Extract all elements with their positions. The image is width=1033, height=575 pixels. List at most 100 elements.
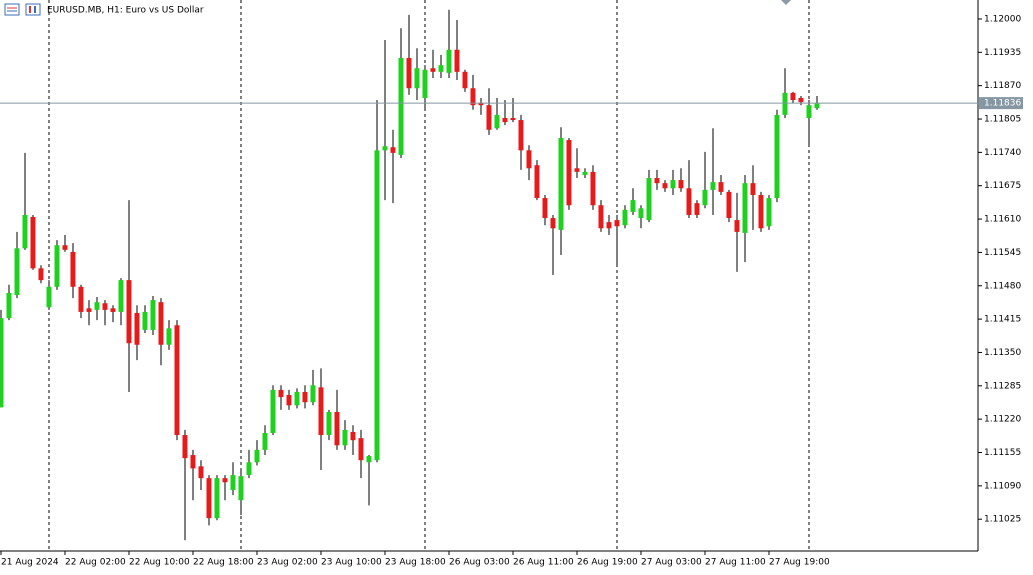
candle-body [622, 209, 628, 226]
candle-body [686, 188, 692, 215]
candle-body [470, 88, 476, 106]
candle-body [550, 218, 556, 229]
x-tick-label: 23 Aug 18:00 [385, 558, 446, 568]
candle-body [142, 311, 148, 330]
candle-body [422, 69, 428, 98]
x-tick-label: 21 Aug 2024 [1, 558, 59, 568]
candle-body [286, 395, 292, 406]
candle-body [710, 182, 716, 190]
candle-body [582, 171, 588, 175]
candle-body [750, 183, 756, 195]
y-tick-label: 1.11090 [984, 481, 1021, 491]
candle-body [126, 280, 132, 344]
candle-body [518, 120, 524, 151]
candle-body [670, 180, 676, 189]
candle-body [38, 268, 44, 281]
y-tick-label: 1.11350 [984, 348, 1021, 358]
candle-body [566, 140, 572, 206]
candle-body [662, 183, 668, 189]
x-tick-label: 26 Aug 19:00 [577, 558, 638, 568]
candle-body [134, 312, 140, 345]
candle-body [78, 286, 84, 312]
candle-body [654, 178, 660, 184]
current-price-label: 1.11836 [984, 99, 1021, 109]
candle-body [502, 117, 508, 123]
x-tick-label: 22 Aug 18:00 [193, 558, 254, 568]
candle-body [102, 303, 108, 310]
candle-body [446, 49, 452, 73]
candle-body [246, 462, 252, 476]
y-tick-label: 1.11285 [984, 381, 1021, 391]
candle-body [638, 208, 644, 219]
candle-body [150, 300, 156, 330]
candle-body [238, 476, 244, 501]
candle-body [46, 286, 52, 308]
candle-body [158, 302, 164, 345]
candle-body [334, 411, 340, 446]
candle-body [54, 245, 60, 287]
candle-body [414, 68, 420, 89]
y-tick-label: 1.11545 [984, 248, 1021, 258]
candle-body [6, 292, 12, 319]
y-tick-label: 1.11480 [984, 281, 1021, 291]
y-tick-label: 1.11220 [984, 415, 1021, 425]
candle-body [462, 71, 468, 89]
candle-body [406, 57, 412, 89]
candle-body [94, 302, 100, 310]
candle-body [814, 103, 820, 109]
candle-body [390, 147, 396, 153]
marker [781, 0, 791, 5]
x-tick-label: 23 Aug 02:00 [257, 558, 318, 568]
candle-body [646, 178, 652, 221]
candle-body [222, 478, 228, 483]
candle-body [270, 389, 276, 434]
candle-body [718, 182, 724, 192]
candle-body [438, 65, 444, 72]
candle-body [758, 194, 764, 229]
candle-body [734, 220, 740, 232]
candle-body [0, 318, 4, 408]
candle-body [766, 198, 772, 227]
candle-body [118, 280, 124, 312]
candle-body [478, 103, 484, 106]
candle-body [294, 391, 300, 406]
candle-body [742, 183, 748, 233]
toolbar-icons [4, 3, 41, 16]
candle-body [190, 455, 196, 469]
candle-body [558, 138, 564, 230]
x-tick-label: 23 Aug 10:00 [321, 558, 382, 568]
candle-body [542, 198, 548, 219]
candle-body [806, 105, 812, 118]
candle-body [342, 429, 348, 446]
candle-body [606, 222, 612, 229]
x-tick-label: 27 Aug 11:00 [705, 558, 766, 568]
candle-body [790, 92, 796, 101]
candle-body [214, 478, 220, 519]
y-tick-label: 1.11870 [984, 81, 1021, 91]
candle-body [382, 146, 388, 151]
candle-body [534, 165, 540, 199]
x-tick-label: 22 Aug 10:00 [129, 558, 190, 568]
y-tick-label: 1.11805 [984, 115, 1021, 125]
candle-body [798, 97, 804, 103]
candle-body [358, 438, 364, 461]
candle-body [166, 328, 172, 345]
x-tick-label: 27 Aug 03:00 [641, 558, 702, 568]
candle-body [398, 57, 404, 155]
candle-body [702, 189, 708, 206]
candle-body [726, 191, 732, 219]
icon [4, 3, 20, 16]
chart-title: EURUSD.MB, H1: Euro vs US Dollar [47, 6, 204, 16]
candle-body [70, 251, 76, 287]
candle-body [262, 433, 268, 450]
candle-body [278, 389, 284, 398]
candle-body [574, 168, 580, 172]
candle-body [430, 68, 436, 72]
candle-body [174, 325, 180, 436]
candle-body [318, 387, 324, 436]
candle-body [182, 435, 188, 459]
candle-body [678, 180, 684, 189]
candle-body [782, 92, 788, 115]
candle-body [230, 475, 236, 490]
